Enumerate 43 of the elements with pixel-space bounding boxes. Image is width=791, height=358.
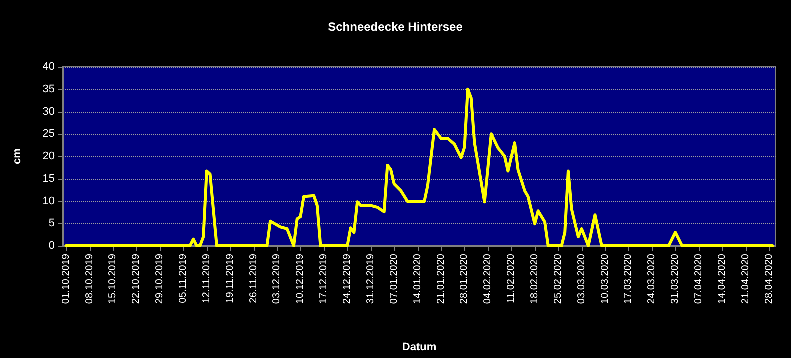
x-tick-label: 10.12.2019 <box>295 254 306 304</box>
x-tick-label: 17.03.2020 <box>623 254 634 304</box>
x-tick-label: 24.03.2020 <box>646 254 658 304</box>
x-tick-label: 12.11.2019 <box>201 254 212 304</box>
x-tick-label: 15.10.2019 <box>108 254 119 304</box>
x-tick-label: 08.10.2019 <box>84 254 96 304</box>
x-tick-label: 10.03.2020 <box>600 254 611 304</box>
x-tick-label: 14.04.2020 <box>716 254 728 304</box>
y-tick-label: 10 <box>42 195 55 208</box>
x-tick-label: 26.11.2019 <box>248 254 260 304</box>
y-tick-label: 40 <box>42 61 55 73</box>
x-tick-label: 28.01.2020 <box>459 254 470 304</box>
y-tick-label: 25 <box>42 128 55 140</box>
x-tick-label: 28.04.2020 <box>764 254 775 304</box>
x-tick-label: 07.01.2020 <box>388 254 400 304</box>
x-tick-label: 17.12.2019 <box>318 254 330 304</box>
x-tick-label: 29.10.2019 <box>154 254 166 304</box>
x-tick-label: 25.02.2020 <box>552 254 564 304</box>
x-tick-label: 03.12.2019 <box>272 254 283 304</box>
x-tick-label: 31.03.2020 <box>670 254 682 304</box>
x-tick-label: 07.04.2020 <box>694 254 705 304</box>
x-tick-label: 04.02.2020 <box>482 254 494 304</box>
x-tick-label: 18.02.2020 <box>529 254 540 304</box>
x-tick-label: 14.01.2020 <box>412 254 424 304</box>
y-tick-label: 30 <box>42 106 55 118</box>
x-tick-label: 11.02.2020 <box>506 254 518 304</box>
y-tick-label: 20 <box>42 150 55 162</box>
x-tick-label: 24.12.2019 <box>342 254 354 304</box>
y-axis-title: cm <box>12 148 24 164</box>
x-tick-label: 05.11.2019 <box>178 254 190 304</box>
x-tick-label: 31.12.2019 <box>365 254 376 304</box>
x-tick-label: 22.10.2019 <box>131 254 142 304</box>
x-tick-label: 19.11.2019 <box>224 254 236 304</box>
chart-title: Schneedecke Hintersee <box>328 20 464 34</box>
x-axis-title: Datum <box>402 342 437 354</box>
x-tick-label: 21.01.2020 <box>436 254 447 304</box>
y-tick-label: 5 <box>48 218 55 230</box>
x-tick-label: 03.03.2020 <box>576 254 588 304</box>
x-tick-label: 01.10.2019 <box>60 254 72 304</box>
x-tick-label: 21.04.2020 <box>740 254 752 304</box>
y-tick-label: 15 <box>42 172 55 185</box>
y-tick-label: 35 <box>42 83 55 96</box>
y-tick-label: 0 <box>48 240 55 252</box>
